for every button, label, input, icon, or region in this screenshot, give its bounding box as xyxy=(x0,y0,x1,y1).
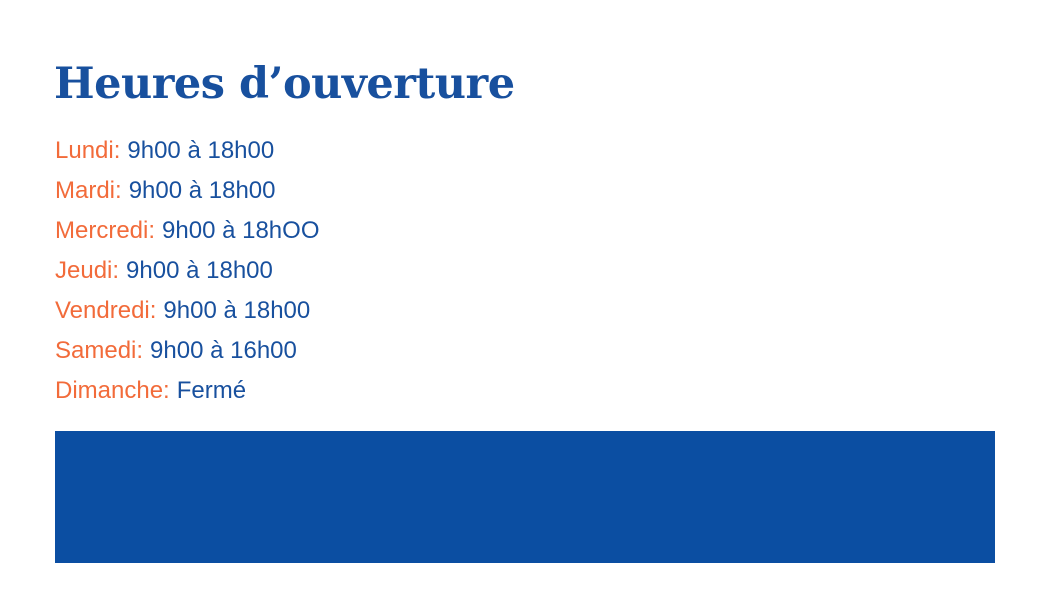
day-label-mercredi: Mercredi: xyxy=(55,217,156,244)
day-label-mardi: Mardi: xyxy=(55,177,122,204)
day-value-samedi: 9h00 à 16h00 xyxy=(150,337,297,364)
day-value-jeudi: 9h00 à 18h00 xyxy=(126,257,273,284)
day-label-lundi: Lundi: xyxy=(55,137,121,164)
day-value-mercredi: 9h00 à 18hOO xyxy=(162,217,320,244)
day-label-dimanche: Dimanche: xyxy=(55,377,170,404)
hours-row-mercredi: Mercredi: 9h00 à 18hOO xyxy=(55,211,655,251)
hours-row-dimanche: Dimanche: Fermé xyxy=(55,371,655,411)
page-title: Heures d’ouverture xyxy=(54,59,515,109)
hours-row-jeudi: Jeudi: 9h00 à 18h00 xyxy=(55,251,655,291)
hours-row-lundi: Lundi: 9h00 à 18h00 xyxy=(55,131,655,171)
opening-hours-list: Lundi: 9h00 à 18h00 Mardi: 9h00 à 18h00 Me… xyxy=(55,131,655,411)
day-label-jeudi: Jeudi: xyxy=(55,257,120,284)
day-value-dimanche: Fermé xyxy=(176,377,247,404)
hours-row-samedi: Samedi: 9h00 à 16h00 xyxy=(55,331,655,371)
day-label-vendredi: Vendredi: xyxy=(55,297,157,324)
hours-row-mardi: Mardi: 9h00 à 18h00 xyxy=(55,171,655,211)
day-value-lundi: 9h00 à 18h00 xyxy=(127,137,275,164)
footer-color-block xyxy=(55,431,995,563)
hours-row-vendredi: Vendredi: 9h00 à 18h00 xyxy=(55,291,655,331)
day-value-mardi: 9h00 à 18h00 xyxy=(128,177,276,204)
day-label-samedi: Samedi: xyxy=(55,337,144,364)
day-value-vendredi: 9h00 à 18h00 xyxy=(163,297,311,324)
